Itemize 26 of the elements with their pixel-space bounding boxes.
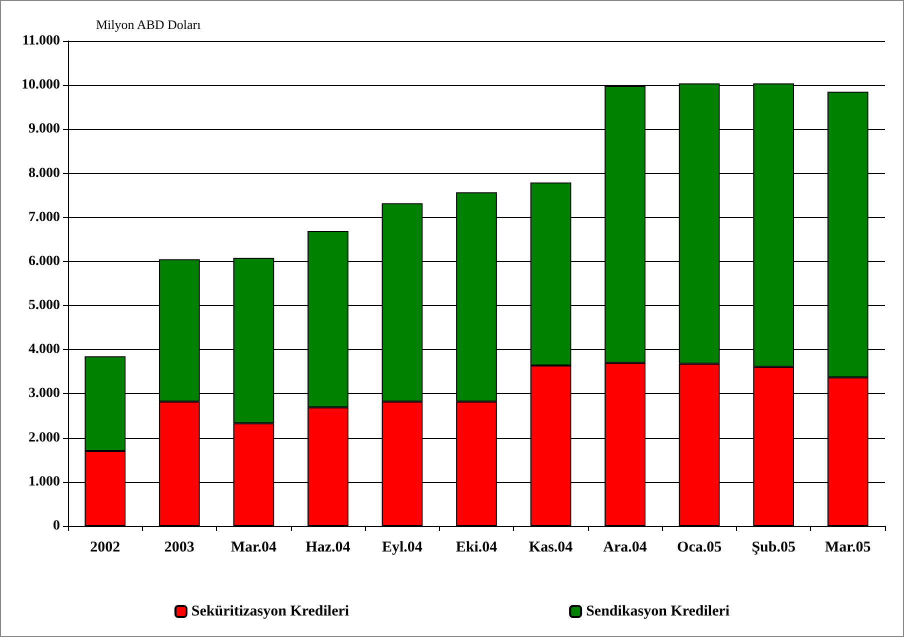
legend-label: Seküritizasyon Kredileri <box>191 604 350 620</box>
x-tick-label: Haz.04 <box>306 540 351 556</box>
x-tick-label: Oca.05 <box>677 540 722 556</box>
y-tick-label: 9.000 <box>28 122 60 137</box>
x-tick-label: 2003 <box>164 540 194 556</box>
y-tick-label: 3.000 <box>28 386 60 402</box>
y-tick-label: 11.000 <box>22 34 60 48</box>
x-tick-label: Ara.04 <box>603 540 648 556</box>
y-tick-label: 5.000 <box>28 298 60 314</box>
y-tick-label: 4.000 <box>28 342 60 358</box>
x-tick-label: Eki.04 <box>456 540 498 556</box>
y-tick-label: 8.000 <box>28 166 60 181</box>
y-tick-label: 7.000 <box>28 210 60 225</box>
y-axis-title: Milyon ABD Doları <box>96 17 202 32</box>
x-tick-label: Eyl.04 <box>382 540 423 556</box>
y-tick-label: 0 <box>53 518 60 534</box>
x-tick-label: 2002 <box>90 540 120 556</box>
y-tick-label: 10.000 <box>22 78 60 93</box>
x-tick-label: Kas.04 <box>528 540 574 556</box>
legend-label: Sendikasyon Kredileri <box>586 604 730 620</box>
x-tick-label: Mar.04 <box>230 540 278 556</box>
x-tick-label: Mar.05 <box>825 540 871 556</box>
y-tick-label: 1.000 <box>28 474 60 490</box>
y-tick-label: 6.000 <box>28 254 60 269</box>
y-tick-label: 2.000 <box>28 430 60 446</box>
x-tick-label: Şub.05 <box>752 540 796 556</box>
